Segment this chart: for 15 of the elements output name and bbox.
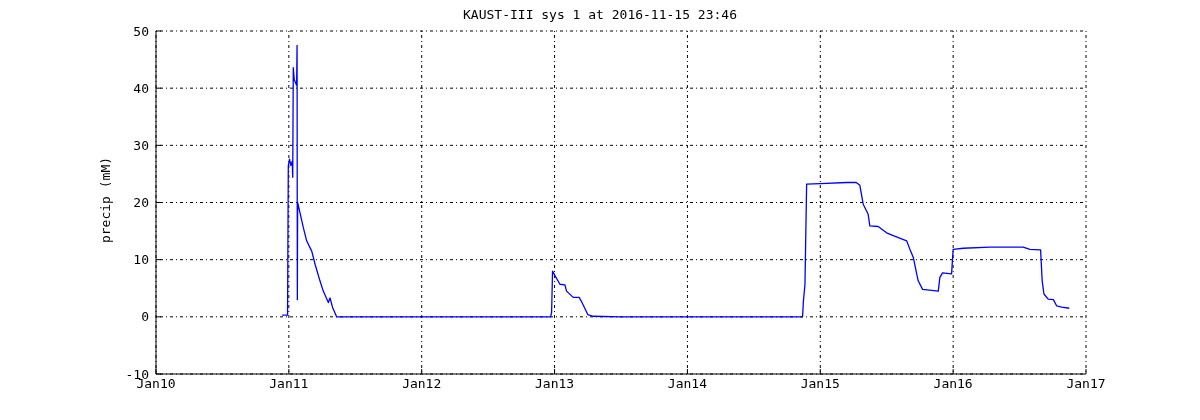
x-tick-label: Jan15 — [800, 376, 840, 392]
x-tick-label: Jan11 — [269, 376, 309, 392]
y-tick-label: 40 — [133, 80, 149, 96]
y-tick-label: 10 — [133, 252, 149, 268]
x-tick-label: Jan12 — [402, 376, 442, 392]
chart-title: KAUST-III sys 1 at 2016-11-15 23:46 — [462, 7, 738, 22]
y-axis-title: precip (mM) — [97, 156, 113, 244]
x-tick-label: Jan14 — [667, 376, 708, 392]
y-tick-label: 20 — [133, 195, 149, 211]
y-tick-label: 50 — [133, 23, 149, 39]
y-tick-label: 0 — [141, 309, 149, 325]
x-tick-label: Jan17 — [1066, 376, 1106, 392]
x-tick-label: Jan16 — [933, 376, 973, 392]
y-tick-label: 30 — [133, 137, 149, 153]
x-tick-label: Jan13 — [535, 376, 575, 392]
